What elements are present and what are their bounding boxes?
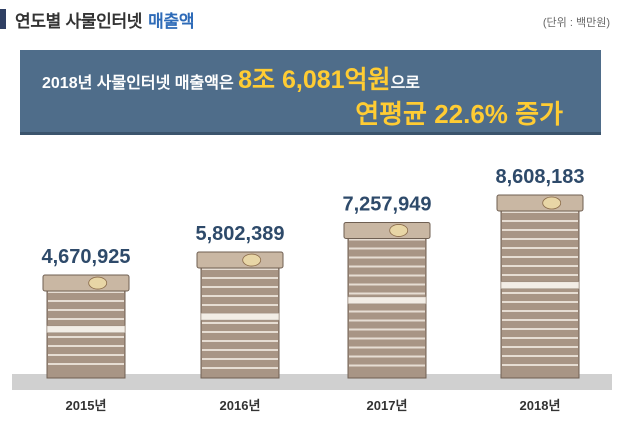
paper-band (500, 281, 580, 290)
paper-band (46, 325, 126, 334)
value-label: 8,608,183 (496, 166, 585, 188)
summary-banner: 2018년 사물인터넷 매출액은 8조 6,081억원으로 연평균 22.6% … (20, 50, 601, 132)
banner-highlight: 8조 6,081억원 (238, 66, 391, 94)
paper-band (347, 296, 427, 305)
value-label: 4,670,925 (42, 246, 131, 268)
unit-label: (단위 : 백만원) (542, 17, 610, 29)
floor-band (12, 374, 612, 390)
value-label: 5,802,389 (196, 223, 285, 245)
top-bill (496, 194, 584, 212)
chart-header: 연도별 사물인터넷 매출액 (0, 7, 194, 32)
category-label: 2017년 (367, 398, 408, 413)
banner-suffix: 으로 (390, 75, 421, 92)
top-bill (196, 251, 284, 269)
category-label: 2018년 (520, 398, 561, 413)
top-bill (343, 221, 431, 239)
bill-portrait (242, 253, 262, 267)
page-title: 연도별 사물인터넷 매출액 (15, 7, 194, 32)
title-accent: 매출액 (148, 11, 195, 31)
money-stack-bar (347, 229, 427, 379)
bill-portrait (88, 276, 108, 290)
bill-portrait (389, 224, 409, 237)
top-bill (42, 274, 130, 292)
bill-portrait (542, 196, 562, 210)
banner-prefix: 2018년 사물인터넷 매출액은 (42, 75, 239, 92)
banner-line1: 2018년 사물인터넷 매출액은 8조 6,081억원으로 (42, 60, 420, 96)
money-stack-bar (500, 202, 580, 379)
value-label: 7,257,949 (343, 193, 432, 215)
category-label: 2016년 (220, 398, 261, 413)
paper-band (200, 312, 280, 321)
title-marker (0, 9, 6, 29)
title-main: 연도별 사물인터넷 (15, 11, 143, 31)
banner-growth: 연평균 22.6% 증가 (355, 99, 563, 129)
category-label: 2015년 (66, 398, 107, 413)
